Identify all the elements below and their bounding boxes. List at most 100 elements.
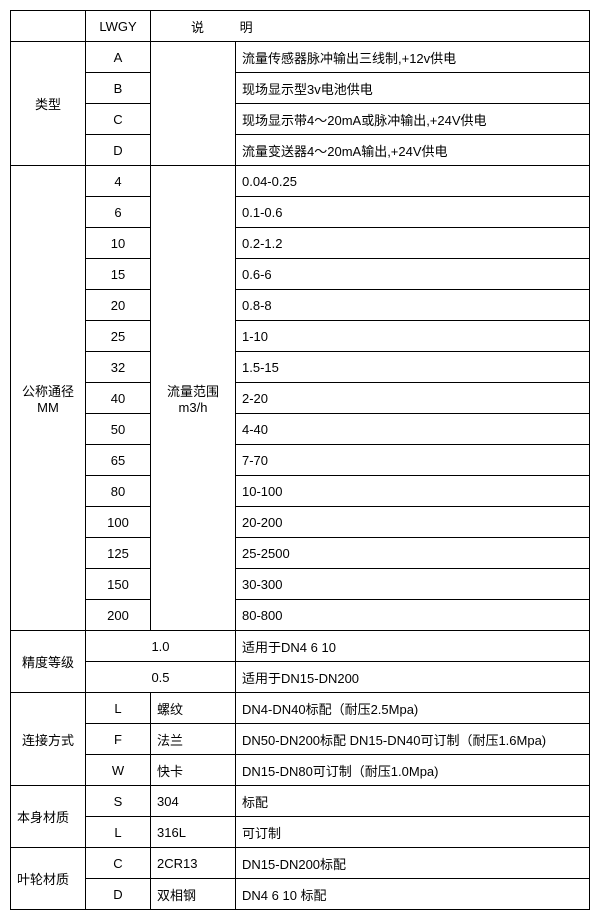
table-row: 连接方式 L 螺纹 DN4-DN40标配（耐压2.5Mpa): [11, 693, 590, 724]
table-row: 80 10-100: [11, 476, 590, 507]
table-row: 类型 A 流量传感器脉冲输出三线制,+12v供电: [11, 42, 590, 73]
connection-name: 快卡: [151, 755, 236, 786]
table-row: 40 2-20: [11, 383, 590, 414]
diameter-range: 25-2500: [236, 538, 590, 569]
table-row: 65 7-70: [11, 445, 590, 476]
body-material-code: L: [86, 817, 151, 848]
type-desc: 流量变送器4～20mA输出,+24V供电: [236, 135, 590, 166]
diameter-range: 30-300: [236, 569, 590, 600]
impeller-material-label: 叶轮材质: [11, 848, 86, 910]
type-code: D: [86, 135, 151, 166]
diameter-dn: 100: [86, 507, 151, 538]
table-row: 125 25-2500: [11, 538, 590, 569]
impeller-material-name: 2CR13: [151, 848, 236, 879]
connection-label: 连接方式: [11, 693, 86, 786]
diameter-range: 0.6-6: [236, 259, 590, 290]
connection-name: 法兰: [151, 724, 236, 755]
diameter-range: 20-200: [236, 507, 590, 538]
connection-code: F: [86, 724, 151, 755]
table-row: 15 0.6-6: [11, 259, 590, 290]
diameter-range: 2-20: [236, 383, 590, 414]
table-row: 200 80-800: [11, 600, 590, 631]
range-label: 流量范围 m3/h: [151, 166, 236, 631]
diameter-range: 1-10: [236, 321, 590, 352]
table-row: 叶轮材质 C 2CR13 DN15-DN200标配: [11, 848, 590, 879]
table-row: 6 0.1-0.6: [11, 197, 590, 228]
range-label-2: m3/h: [179, 400, 208, 415]
type-code: A: [86, 42, 151, 73]
type-desc: 现场显示带4～20mA或脉冲输出,+24V供电: [236, 104, 590, 135]
diameter-dn: 150: [86, 569, 151, 600]
diameter-range: 80-800: [236, 600, 590, 631]
accuracy-val: 1.0: [86, 631, 236, 662]
type-blank: [151, 42, 236, 166]
connection-code: W: [86, 755, 151, 786]
diameter-label: 公称通径 MM: [11, 166, 86, 631]
table-row: 公称通径 MM 4 流量范围 m3/h 0.04-0.25: [11, 166, 590, 197]
table-row: B 现场显示型3v电池供电: [11, 73, 590, 104]
body-material-name: 304: [151, 786, 236, 817]
impeller-material-name: 双相钢: [151, 879, 236, 910]
impeller-material-desc: DN4 6 10 标配: [236, 879, 590, 910]
diameter-range: 0.2-1.2: [236, 228, 590, 259]
diameter-dn: 20: [86, 290, 151, 321]
header-desc: 说 明: [151, 11, 590, 42]
diameter-dn: 40: [86, 383, 151, 414]
table-row: C 现场显示带4～20mA或脉冲输出,+24V供电: [11, 104, 590, 135]
accuracy-label: 精度等级: [11, 631, 86, 693]
table-row: 100 20-200: [11, 507, 590, 538]
table-row: 精度等级 1.0 适用于DN4 6 10: [11, 631, 590, 662]
body-material-label: 本身材质: [11, 786, 86, 848]
header-lwgy: LWGY: [86, 11, 151, 42]
diameter-label-1: 公称通径: [22, 384, 74, 399]
table-row: 本身材质 S 304 标配: [11, 786, 590, 817]
type-desc: 流量传感器脉冲输出三线制,+12v供电: [236, 42, 590, 73]
diameter-dn: 65: [86, 445, 151, 476]
body-material-code: S: [86, 786, 151, 817]
connection-name: 螺纹: [151, 693, 236, 724]
diameter-dn: 80: [86, 476, 151, 507]
table-row: 200.8-8: [11, 290, 590, 321]
accuracy-desc: 适用于DN15-DN200: [236, 662, 590, 693]
type-label: 类型: [11, 42, 86, 166]
body-material-name: 316L: [151, 817, 236, 848]
table-row: W 快卡 DN15-DN80可订制（耐压1.0Mpa): [11, 755, 590, 786]
table-row: 25 1-10: [11, 321, 590, 352]
diameter-dn: 32: [86, 352, 151, 383]
connection-desc: DN4-DN40标配（耐压2.5Mpa): [236, 693, 590, 724]
diameter-dn: 15: [86, 259, 151, 290]
diameter-dn: 4: [86, 166, 151, 197]
table-row: F 法兰 DN50-DN200标配 DN15-DN40可订制（耐压1.6Mpa): [11, 724, 590, 755]
range-label-1: 流量范围: [167, 384, 219, 399]
diameter-range: 4-40: [236, 414, 590, 445]
diameter-range: 10-100: [236, 476, 590, 507]
accuracy-desc: 适用于DN4 6 10: [236, 631, 590, 662]
diameter-dn: 10: [86, 228, 151, 259]
diameter-dn: 200: [86, 600, 151, 631]
diameter-dn: 125: [86, 538, 151, 569]
diameter-range: 0.04-0.25: [236, 166, 590, 197]
table-row: 0.5 适用于DN15-DN200: [11, 662, 590, 693]
impeller-material-code: D: [86, 879, 151, 910]
diameter-label-2: MM: [37, 400, 59, 415]
body-material-desc: 可订制: [236, 817, 590, 848]
table-row: LWGY 说 明: [11, 11, 590, 42]
diameter-dn: 50: [86, 414, 151, 445]
connection-desc: DN50-DN200标配 DN15-DN40可订制（耐压1.6Mpa): [236, 724, 590, 755]
table-row: L 316L 可订制: [11, 817, 590, 848]
type-desc: 现场显示型3v电池供电: [236, 73, 590, 104]
table-row: 10 0.2-1.2: [11, 228, 590, 259]
impeller-material-code: C: [86, 848, 151, 879]
type-code: B: [86, 73, 151, 104]
spec-table: LWGY 说 明 类型 A 流量传感器脉冲输出三线制,+12v供电 B 现场显示…: [10, 10, 590, 910]
connection-desc: DN15-DN80可订制（耐压1.0Mpa): [236, 755, 590, 786]
diameter-dn: 25: [86, 321, 151, 352]
table-row: 150 30-300: [11, 569, 590, 600]
diameter-range: 7-70: [236, 445, 590, 476]
table-row: D 双相钢 DN4 6 10 标配: [11, 879, 590, 910]
diameter-dn: 6: [86, 197, 151, 228]
accuracy-val: 0.5: [86, 662, 236, 693]
diameter-range: 0.1-0.6: [236, 197, 590, 228]
impeller-material-desc: DN15-DN200标配: [236, 848, 590, 879]
blank-cell: [11, 11, 86, 42]
